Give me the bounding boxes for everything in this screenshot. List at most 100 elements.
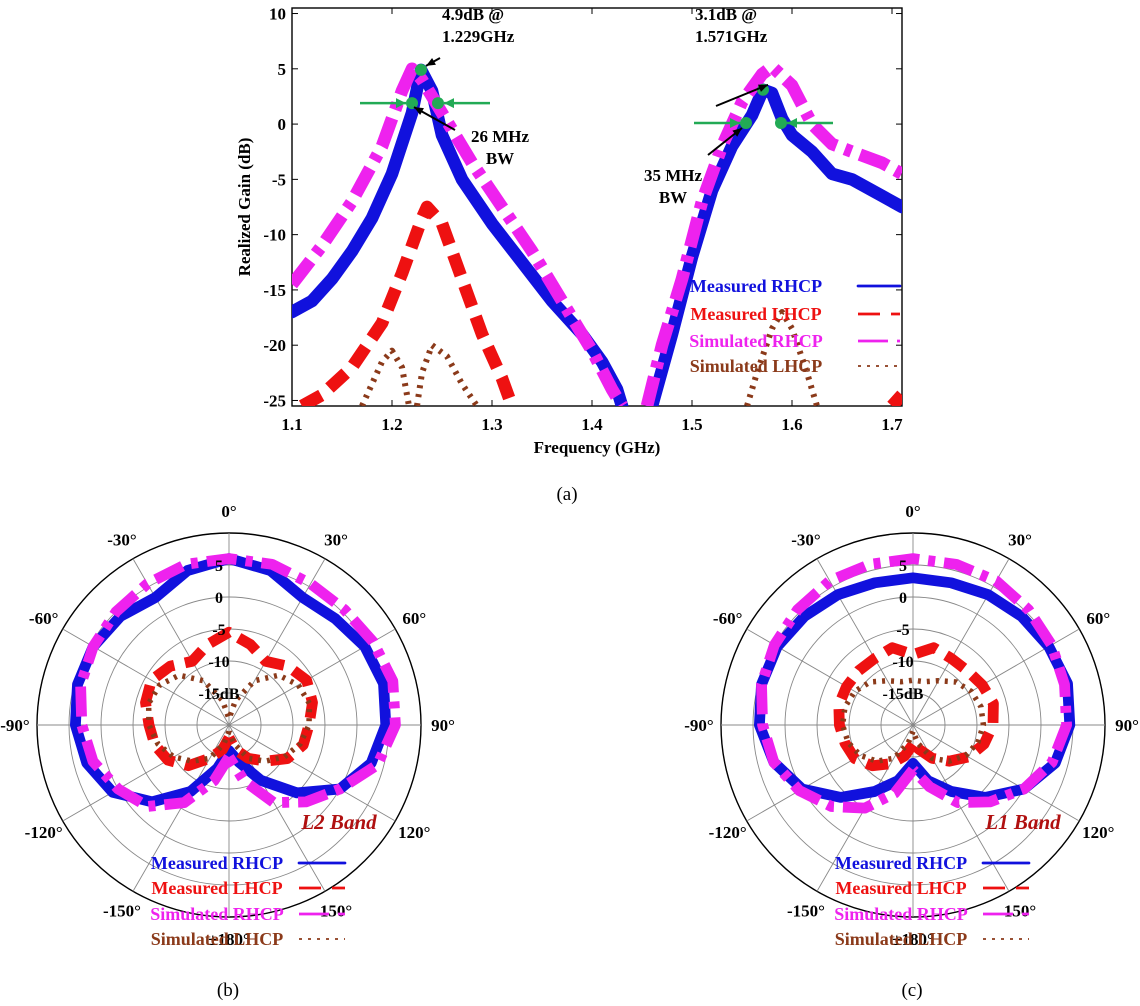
polar-angle-label: 0° xyxy=(221,502,236,521)
bandwidth-marker xyxy=(406,97,418,110)
band-label: L2 Band xyxy=(300,810,377,834)
polar-series-measured-lhcp xyxy=(140,626,318,772)
plot-area-frame xyxy=(291,7,903,407)
series-line-simulated-rhcp xyxy=(640,60,902,406)
polar-series-simulated-lhcp xyxy=(839,677,987,764)
x-tick-label: 1.3 xyxy=(481,415,502,434)
polar-radial-label: -10 xyxy=(208,654,229,671)
polar-radial-label: 5 xyxy=(215,558,223,575)
series-line-measured-lhcp xyxy=(298,200,518,406)
series-lines xyxy=(292,60,902,406)
series-line-simulated-lhcp xyxy=(414,342,480,406)
polar-radial-label: 5 xyxy=(899,558,907,575)
peak-pointer-l1-head xyxy=(758,84,768,92)
gain-vs-frequency-chart: 1.1 1.2 1.3 1.4 1.5 1.6 1.71050-5-10-15-20-25 … xyxy=(235,5,903,457)
polar-grid-spoke xyxy=(228,558,326,726)
polar-angle-label: 60° xyxy=(402,609,426,628)
x-tick-label: 1.5 xyxy=(681,415,702,434)
polar-angle-label: -90° xyxy=(684,716,713,735)
polar-radial-label: -15dB xyxy=(883,686,924,703)
polar-angle-label: -30° xyxy=(107,531,136,550)
polar-angle-label: -150° xyxy=(787,901,825,920)
polar-angle-label: 0° xyxy=(905,502,920,521)
polar-series-measured-lhcp xyxy=(833,642,999,772)
y-tick-label: -15 xyxy=(263,281,286,300)
y-tick-label: -25 xyxy=(263,391,286,410)
polar-series-simulated-rhcp xyxy=(756,553,1072,814)
legend-label: Measured RHCP xyxy=(151,853,283,873)
series-line-measured-lhcp xyxy=(887,390,902,406)
polar-angle-label: 150° xyxy=(1004,901,1036,920)
figure-label-a: (a) xyxy=(556,484,577,505)
polar-angle-label: 30° xyxy=(324,531,348,550)
x-tick-label: 1.7 xyxy=(881,415,903,434)
bandwidth-marker xyxy=(432,97,444,110)
polar-radial-label: -15dB xyxy=(199,686,240,703)
annotation-text: BW xyxy=(486,149,514,168)
y-tick-label: 5 xyxy=(278,60,287,79)
polar-grid-spoke xyxy=(746,724,914,822)
legend-label: Measured RHCP xyxy=(690,276,822,296)
legend-label: Simulated RHCP xyxy=(150,904,284,924)
y-tick-label: -5 xyxy=(272,170,286,189)
polar-angle-label: 120° xyxy=(1082,823,1114,842)
bw-pointer-l2-head xyxy=(414,107,424,115)
bandwidth-arrowhead-right xyxy=(787,117,797,128)
polar-radial-label: 0 xyxy=(215,590,223,607)
bandwidth-marker xyxy=(740,116,752,129)
bandwidth-arrowhead-left xyxy=(730,117,740,128)
legend-label: Measured LHCP xyxy=(690,304,821,324)
polar-grid-spoke xyxy=(912,558,1010,726)
polar-angle-label: 90° xyxy=(1115,716,1139,735)
peak-marker xyxy=(415,63,427,76)
l2-band-polar-chart: 5 0 -5 -10 -15dB 0° 30° 60° 90° 120° 150° ±180° -150… xyxy=(0,502,455,949)
y-tick-label: 0 xyxy=(278,115,287,134)
polar-angle-label: ±180° xyxy=(208,930,250,949)
annotation-text: 35 MHz xyxy=(644,166,703,185)
legend: Measured RHCP Measured LHCP Simulated RHCP… xyxy=(689,276,902,376)
legend-label: Simulated RHCP xyxy=(834,904,968,924)
x-tick-label: 1.4 xyxy=(581,415,603,434)
figure-label-b: (b) xyxy=(217,980,239,1001)
polar-angle-label: -60° xyxy=(713,609,742,628)
legend-label: Measured LHCP xyxy=(835,878,966,898)
legend-label: Measured RHCP xyxy=(835,853,967,873)
peak-pointer-l2-head xyxy=(426,57,436,66)
legend-label: Measured LHCP xyxy=(151,878,282,898)
polar-series-simulated-rhcp xyxy=(75,553,401,812)
axis-ticks: 1.1 1.2 1.3 1.4 1.5 1.6 1.7 10 5 0 -5 -10 -15 -20 -25 xyxy=(263,5,903,434)
y-tick-label: -20 xyxy=(263,336,286,355)
polar-angle-label: 150° xyxy=(320,901,352,920)
x-tick-label: 1.2 xyxy=(381,415,402,434)
y-tick-label: -10 xyxy=(263,226,286,245)
polar-radial-label: 0 xyxy=(899,590,907,607)
x-axis-label: Frequency (GHz) xyxy=(534,438,661,457)
y-axis-label: Realized Gain (dB) xyxy=(235,138,254,277)
polar-angle-label: 90° xyxy=(431,716,455,735)
series-line-simulated-rhcp xyxy=(292,62,628,406)
polar-radial-label: -5 xyxy=(212,622,225,639)
legend-label: Simulated LHCP xyxy=(151,929,284,949)
polar-angle-label: -120° xyxy=(709,823,747,842)
annotation-text: BW xyxy=(659,188,687,207)
band-label: L1 Band xyxy=(984,810,1061,834)
x-tick-label: 1.1 xyxy=(281,415,302,434)
polar-angle-label: 30° xyxy=(1008,531,1032,550)
series-line-simulated-lhcp xyxy=(359,347,412,406)
polar-angle-label: -60° xyxy=(29,609,58,628)
legend-label: Simulated LHCP xyxy=(690,356,823,376)
bandwidth-arrowhead-right xyxy=(444,98,454,109)
polar-angle-label: -150° xyxy=(103,901,141,920)
polar-angle-label: -90° xyxy=(0,716,29,735)
polar-angle-label: ±180° xyxy=(892,930,934,949)
polar-angle-label: 120° xyxy=(398,823,430,842)
x-tick-label: 1.6 xyxy=(781,415,802,434)
annotation-text: 1.229GHz xyxy=(442,27,515,46)
polar-grid-spoke xyxy=(62,724,230,822)
annotations: 4.9dB @ 1.229GHz 26 MHz BW 3.1dB @ 1.571GHz 35… xyxy=(360,5,833,207)
annotation-text: 26 MHz xyxy=(471,127,530,146)
l1-band-polar-chart: 5 0 -5 -10 -15dB 0° 30° 60° 90° 120° 150° ±180° -150… xyxy=(684,502,1139,949)
polar-angle-label: -120° xyxy=(25,823,63,842)
polar-grid-spoke xyxy=(912,724,1080,822)
